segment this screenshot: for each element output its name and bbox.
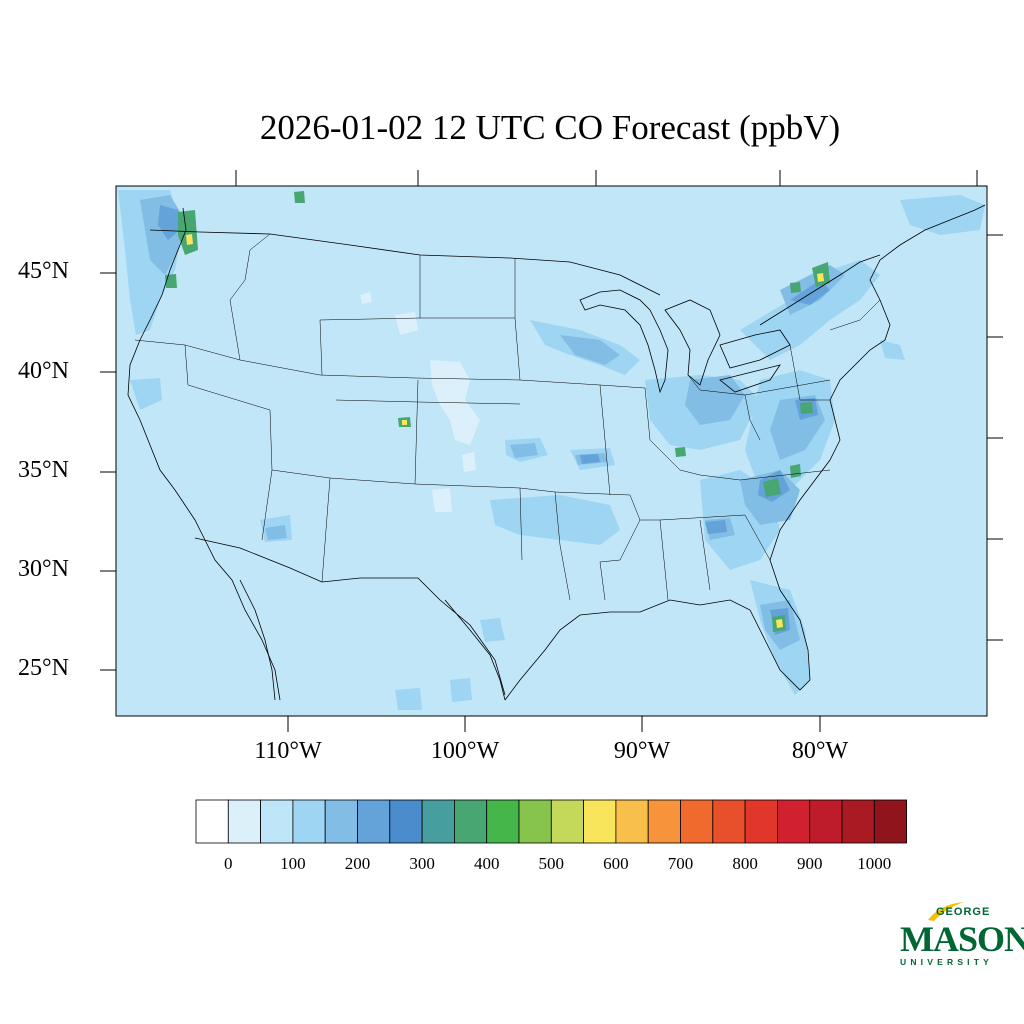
coastline-gulf xyxy=(444,589,811,701)
colorbar-label: 1000 xyxy=(857,854,892,873)
colorbar-label: 800 xyxy=(732,854,758,873)
latitude-label-35n: 35°N xyxy=(18,457,69,483)
latitude-label-25n: 25°N xyxy=(18,655,69,681)
colorbar-segment xyxy=(260,799,294,844)
logo-university: UNIVERSITY xyxy=(900,957,994,967)
page-title: 2026-01-02 12 UTC CO Forecast (ppbV) xyxy=(259,108,841,147)
logo-mason: MASON xyxy=(900,919,1024,959)
colorbar-segment xyxy=(389,799,423,844)
colorbar-label: 100 xyxy=(280,854,306,873)
colorbar-label: 300 xyxy=(409,854,435,873)
baja-coast xyxy=(239,579,276,701)
colorbar-label: 900 xyxy=(796,854,823,873)
colorbar-segment xyxy=(518,799,552,844)
colorbar-segment xyxy=(453,799,488,844)
colorbar-segment xyxy=(615,799,649,844)
map-frame xyxy=(115,185,988,717)
colorbar-segment xyxy=(744,799,778,844)
longitude-label-90w: 90°W xyxy=(613,738,671,764)
george-mason-logo: GEORGE MASON UNIVERSITY xyxy=(898,900,1024,970)
map-ticks xyxy=(100,170,1003,732)
colorbar-label: 700 xyxy=(667,854,694,873)
latitude-label-40n: 40°N xyxy=(18,358,69,384)
great-lakes xyxy=(579,289,791,394)
high-co-hotspots xyxy=(165,191,830,632)
colorbar-label: 500 xyxy=(538,854,565,873)
longitude-label-100w: 100°W xyxy=(430,738,500,764)
logo-george: GEORGE xyxy=(936,906,991,918)
state-lines xyxy=(134,233,881,601)
colorbar-segment xyxy=(227,799,262,844)
us-mexico-border xyxy=(194,537,506,696)
peak-co-hotspots xyxy=(186,234,824,628)
longitude-label-80w: 80°W xyxy=(791,738,849,764)
colorbar-segment xyxy=(195,799,229,844)
colorbar-segment xyxy=(550,799,584,844)
colorbar xyxy=(195,799,907,844)
colorbar-segment xyxy=(680,799,714,844)
colorbar-segment xyxy=(324,799,358,844)
coastline-atlantic xyxy=(769,204,986,591)
coastline-west xyxy=(127,207,281,701)
concentration-field xyxy=(118,190,985,710)
colorbar-label: 200 xyxy=(344,854,371,873)
swoosh-icon xyxy=(928,902,964,921)
colorbar-segment xyxy=(486,799,520,844)
colorbar-segment xyxy=(873,799,907,844)
colorbar-segment xyxy=(809,799,843,844)
boundaries xyxy=(127,204,986,701)
colorbar-segment xyxy=(647,799,681,844)
colorbar-label: 0 xyxy=(224,854,233,873)
colorbar-label: 400 xyxy=(473,854,500,873)
latitude-label-45n: 45°N xyxy=(18,258,69,284)
colorbar-segment xyxy=(777,799,811,844)
colorbar-segment xyxy=(357,799,391,844)
latitude-label-30n: 30°N xyxy=(18,556,69,582)
colorbar-segment xyxy=(841,799,875,844)
colorbar-segment xyxy=(421,799,455,844)
colorbar-segment xyxy=(712,799,746,844)
longitude-label-110w: 110°W xyxy=(254,738,322,764)
colorbar-segment xyxy=(292,799,326,844)
colorbar-label: 600 xyxy=(603,854,629,873)
colorbar-segment xyxy=(583,799,617,844)
